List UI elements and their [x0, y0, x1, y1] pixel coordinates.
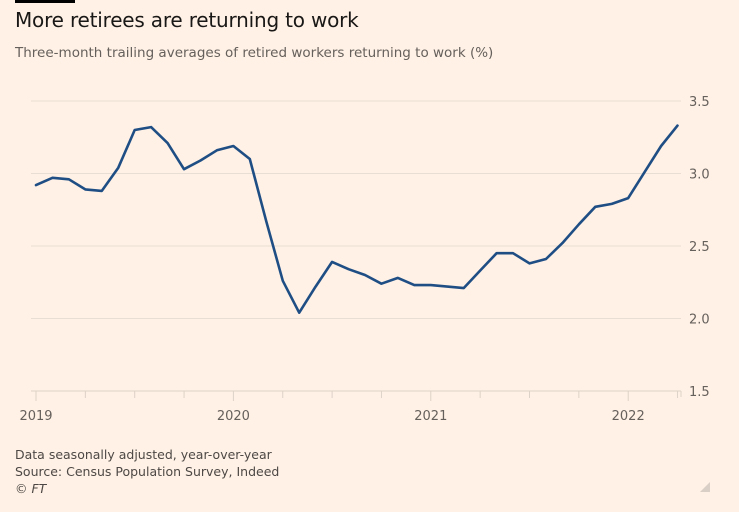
ft-top-bar	[15, 0, 75, 3]
x-tick-label: 2019	[19, 409, 52, 424]
y-axis: 1.5 2.0 2.5 3.0 3.5	[689, 95, 710, 400]
x-tick-label: 2022	[612, 409, 645, 424]
footer-note: Data seasonally adjusted, year-over-year	[15, 447, 272, 462]
chart-title: More retirees are returning to work	[15, 8, 359, 32]
footer-copyright: © FT	[15, 481, 47, 496]
x-tick-label: 2020	[217, 409, 250, 424]
gridlines	[31, 100, 681, 392]
y-tick-label: 3.5	[689, 95, 710, 110]
resize-corner-icon	[700, 482, 710, 492]
line-chart: 2019 2020 2021 2022 1.5 2.0 2.5 3.0 3.5	[19, 95, 710, 424]
chart-subtitle: Three-month trailing averages of retired…	[15, 45, 494, 61]
x-axis: 2019 2020 2021 2022	[19, 391, 682, 424]
y-tick-label: 2.0	[689, 313, 710, 328]
y-tick-label: 2.5	[689, 240, 710, 255]
y-tick-label: 1.5	[689, 385, 710, 400]
series-layer	[34, 124, 679, 315]
footer-source: Source: Census Population Survey, Indeed	[15, 464, 280, 479]
chart-footer: Data seasonally adjusted, year-over-year…	[15, 446, 279, 497]
x-tick-label: 2021	[414, 409, 447, 424]
y-tick-label: 3.0	[689, 168, 710, 183]
series-line	[34, 124, 679, 315]
